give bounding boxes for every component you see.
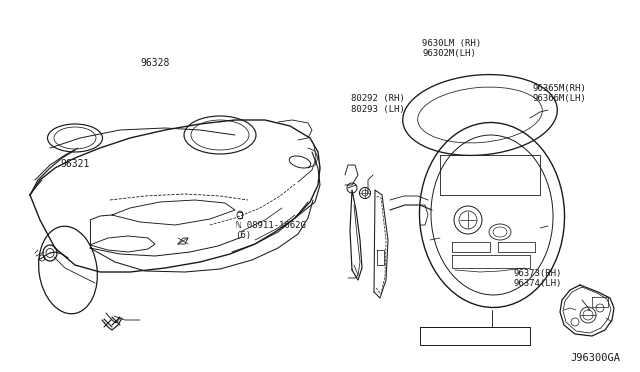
Text: 96373(RH)
96374(LH): 96373(RH) 96374(LH) bbox=[513, 269, 562, 288]
Text: ℕ 08911-1062G
(6): ℕ 08911-1062G (6) bbox=[236, 221, 305, 240]
Text: 96321: 96321 bbox=[61, 159, 90, 169]
Text: 96365M(RH)
96366M(LH): 96365M(RH) 96366M(LH) bbox=[532, 84, 586, 103]
Text: 9630LM (RH)
96302M(LH): 9630LM (RH) 96302M(LH) bbox=[422, 39, 481, 58]
Text: 96328: 96328 bbox=[141, 58, 170, 68]
Text: J96300GA: J96300GA bbox=[571, 353, 621, 363]
Text: 80292 (RH)
80293 (LH): 80292 (RH) 80293 (LH) bbox=[351, 94, 404, 114]
